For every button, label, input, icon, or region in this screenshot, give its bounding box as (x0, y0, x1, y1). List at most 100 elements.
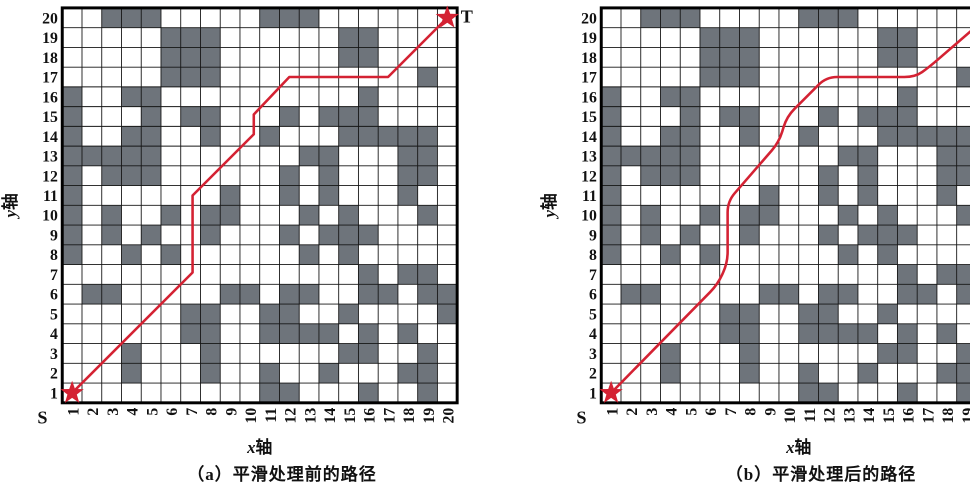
obstacle-cell (877, 225, 898, 245)
obstacle-cell (897, 383, 918, 403)
obstacle-cell (299, 323, 319, 344)
y-tick-label: 1 (50, 385, 58, 402)
obstacle-cell (259, 383, 280, 403)
x-tick-label: 2 (624, 408, 641, 416)
obstacle-cell (437, 304, 458, 324)
obstacle-cell (956, 67, 970, 87)
obstacle-cell (660, 343, 681, 364)
obstacle-cell (259, 323, 280, 344)
obstacle-cell (338, 244, 359, 265)
obstacle-cell (121, 7, 142, 28)
y-tick-label: 15 (42, 109, 58, 126)
obstacle-cell (299, 146, 319, 166)
y-tick-label: 14 (42, 129, 58, 146)
obstacle-cell (299, 284, 319, 305)
y-tick-label: 18 (42, 50, 58, 67)
y-tick-label: 20 (581, 10, 597, 27)
obstacle-cell (818, 304, 839, 324)
y-tick-label: 3 (589, 346, 597, 363)
x-tick-label: 5 (144, 408, 161, 416)
y-tick-label: 11 (43, 188, 58, 205)
obstacle-cell (121, 244, 142, 265)
obstacle-cell (739, 363, 760, 384)
obstacle-cell (739, 27, 760, 48)
obstacle-cell (338, 225, 359, 245)
x-tick-label: 18 (940, 408, 957, 424)
obstacle-cell (936, 264, 957, 285)
y-tick-label: 16 (581, 89, 597, 106)
y-tick-label: 11 (582, 188, 597, 205)
obstacle-cell (956, 284, 970, 305)
obstacle-cell (160, 244, 181, 265)
obstacle-cell (956, 205, 970, 226)
obstacle-cell (279, 304, 300, 324)
obstacle-cell (601, 185, 621, 206)
x-tick-label: 5 (683, 408, 700, 416)
obstacles (601, 7, 970, 403)
x-tick-label: 7 (723, 408, 740, 416)
obstacle-cell (62, 106, 82, 127)
obstacle-cell (897, 284, 918, 305)
obstacle-cell (62, 185, 82, 206)
obstacle-cell (279, 106, 300, 127)
grid-chart-after: 2019181716151413121110987654321123456789… (519, 0, 970, 466)
x-tick-label: 12 (822, 408, 839, 424)
obstacle-cell (897, 86, 918, 107)
y-tick-label: 9 (50, 228, 58, 245)
obstacle-cell (857, 185, 878, 206)
grid-border (599, 6, 970, 405)
obstacle-cell (417, 264, 438, 285)
obstacle-cell (141, 106, 161, 127)
obstacle-cell (358, 106, 379, 127)
y-tick-label: 2 (589, 366, 597, 383)
x-tick-label: 6 (164, 408, 181, 416)
y-tick-label: 8 (589, 247, 597, 264)
start-star (60, 380, 84, 403)
obstacle-cell (259, 7, 280, 28)
obstacle-cell (818, 383, 839, 403)
x-tick-label: 17 (381, 408, 398, 424)
obstacle-cell (101, 205, 122, 226)
obstacle-cell (101, 284, 122, 305)
y-tick-label: 15 (581, 109, 597, 126)
obstacle-cell (818, 106, 839, 127)
obstacle-cell (640, 225, 661, 245)
obstacle-cell (200, 106, 221, 127)
grid-border (60, 6, 459, 405)
y-tick-label: 12 (42, 168, 58, 185)
obstacle-cell (378, 284, 398, 305)
obstacle-cell (699, 205, 720, 226)
obstacle-cell (719, 67, 740, 87)
obstacle-cell (101, 225, 122, 245)
obstacle-cell (141, 86, 161, 107)
obstacle-cell (417, 205, 438, 226)
obstacle-cell (719, 304, 740, 324)
obstacle-cell (660, 244, 681, 265)
obstacle-cell (220, 284, 240, 305)
path-after (609, 30, 970, 395)
obstacle-cell (601, 225, 621, 245)
y-tick-label: 13 (42, 149, 58, 166)
obstacle-cell (358, 284, 379, 305)
obstacle-cell (358, 343, 379, 364)
panel-before: 2019181716151413121110987654321123456789… (0, 5, 473, 484)
obstacle-cell (739, 343, 760, 364)
obstacle-cell (259, 304, 280, 324)
obstacle-cell (719, 323, 740, 344)
obstacle-cell (897, 323, 918, 344)
obstacle-cell (877, 244, 898, 265)
x-tick-label: 3 (644, 408, 661, 416)
x-tick-label: 18 (401, 408, 418, 424)
obstacle-cell (660, 7, 681, 28)
y-tick-label: 9 (589, 228, 597, 245)
obstacle-cell (759, 205, 779, 226)
obstacle-cell (877, 126, 898, 147)
obstacle-cell (798, 304, 819, 324)
obstacle-cell (897, 106, 918, 127)
y-tick-labels: 20 19 18 17 16 15 14 13 12 11 10 9 8 7 6 5 4 3 2 1 (42, 10, 58, 402)
obstacle-cell (798, 126, 819, 147)
obstacle-cell (719, 106, 740, 127)
obstacle-cell (121, 165, 142, 186)
obstacle-cell (279, 185, 300, 206)
obstacle-cell (62, 165, 82, 186)
